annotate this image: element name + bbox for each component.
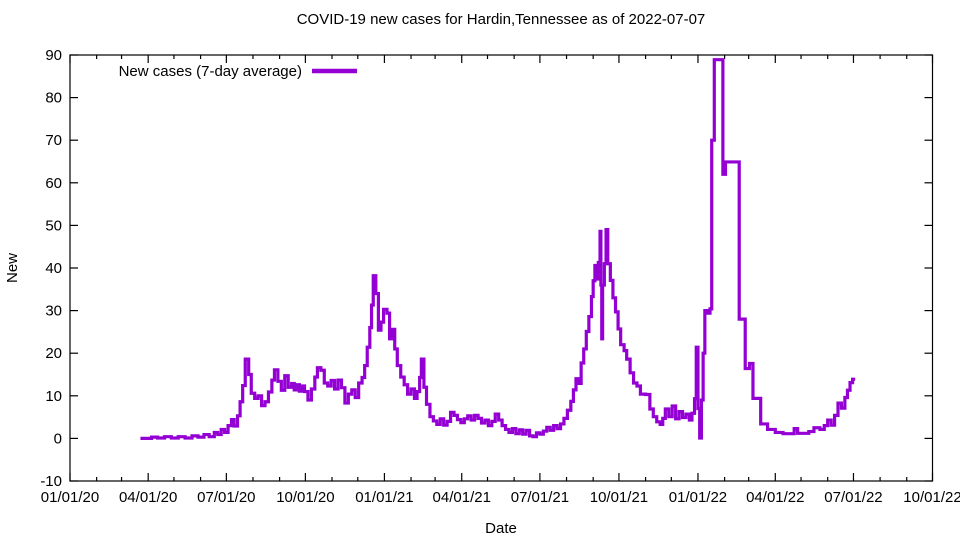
y-tick-label: 10 [45,388,62,405]
x-tick-label: 04/01/22 [746,489,804,506]
y-tick-label: 40 [45,260,62,277]
y-tick-label: 0 [54,430,62,447]
axis-tick-labels: -10 0 10 20 30 40 50 60 70 80 90 01/01/20 04/01/20 07… [40,47,960,506]
x-tick-label: 07/01/22 [824,489,882,506]
plot-border [69,54,934,482]
y-tick-label: 60 [45,175,62,192]
y-axis-title: New [4,253,21,283]
x-tick-label: 01/01/20 [41,489,99,506]
x-tick-label: 07/01/20 [197,489,255,506]
y-tick-label: 50 [45,217,62,234]
legend-label: New cases (7-day average) [119,63,302,80]
x-axis-title: Date [485,520,517,537]
y-tick-label: 30 [45,303,62,320]
y-tick-label: 70 [45,132,62,149]
y-tick-label: 20 [45,345,62,362]
x-tick-label: 10/01/22 [903,489,960,506]
x-tick-label: 07/01/21 [511,489,569,506]
y-tick-label: 80 [45,90,62,107]
x-tick-label: 04/01/20 [119,489,177,506]
chart-title: COVID-19 new cases for Hardin,Tennessee … [297,11,706,28]
new-cases-series-line [140,58,856,440]
y-tick-label: -10 [40,473,62,490]
x-tick-label: 04/01/21 [433,489,491,506]
x-tick-label: 01/01/22 [669,489,727,506]
legend: New cases (7-day average) [119,63,357,80]
y-tick-label: 90 [45,47,62,64]
x-tick-label: 10/01/21 [590,489,648,506]
x-tick-label: 10/01/20 [276,489,334,506]
x-tick-label: 01/01/21 [355,489,413,506]
